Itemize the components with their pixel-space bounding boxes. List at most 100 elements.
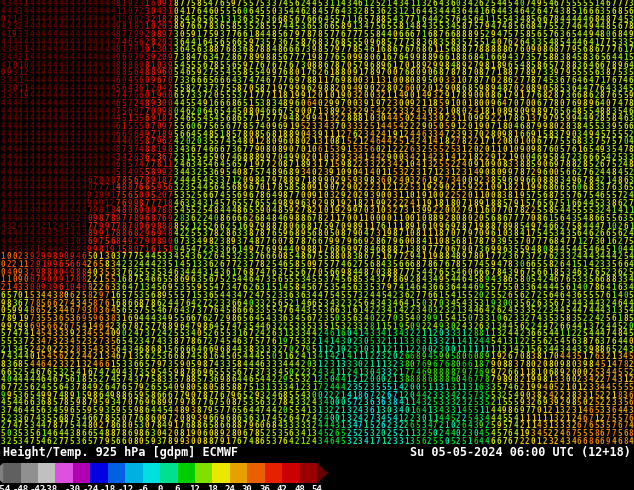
Text: 4: 4 xyxy=(295,360,299,369)
Text: 9: 9 xyxy=(531,130,536,139)
Text: 4: 4 xyxy=(629,421,633,430)
Text: 7: 7 xyxy=(260,237,264,246)
Text: 4: 4 xyxy=(323,337,328,346)
Text: 7: 7 xyxy=(392,391,397,399)
Text: 2: 2 xyxy=(485,153,489,162)
Text: 7: 7 xyxy=(306,38,311,47)
Text: 1: 1 xyxy=(566,383,570,392)
Text: 9: 9 xyxy=(467,92,472,100)
Text: 6: 6 xyxy=(271,107,276,116)
Text: 7: 7 xyxy=(225,176,230,185)
Text: 6: 6 xyxy=(548,46,553,54)
Text: 3: 3 xyxy=(301,275,305,285)
Text: 5: 5 xyxy=(404,314,409,323)
Text: 5: 5 xyxy=(612,344,616,353)
Text: 4: 4 xyxy=(185,252,190,262)
Text: 2: 2 xyxy=(98,383,103,392)
Text: 5: 5 xyxy=(531,268,536,277)
Text: 4: 4 xyxy=(588,298,593,308)
Text: 4: 4 xyxy=(29,368,34,376)
Text: 2: 2 xyxy=(514,38,518,47)
Text: 5: 5 xyxy=(208,176,212,185)
Text: 9: 9 xyxy=(47,391,51,399)
Text: 7: 7 xyxy=(116,383,120,392)
Text: 4: 4 xyxy=(301,352,305,361)
Text: 9: 9 xyxy=(150,76,155,85)
Text: 6: 6 xyxy=(519,114,524,123)
Text: 8: 8 xyxy=(450,38,455,47)
Text: 4: 4 xyxy=(93,61,98,70)
Text: 2: 2 xyxy=(531,168,536,177)
Text: 5: 5 xyxy=(577,398,581,407)
Text: 6: 6 xyxy=(179,199,184,208)
Text: 5: 5 xyxy=(473,298,478,308)
Text: 6: 6 xyxy=(150,291,155,300)
Text: 5: 5 xyxy=(249,69,253,77)
Text: 1: 1 xyxy=(629,222,633,231)
Text: 6: 6 xyxy=(156,275,161,285)
Text: 6: 6 xyxy=(594,61,599,70)
Text: 9: 9 xyxy=(162,107,167,116)
Text: 1: 1 xyxy=(410,0,415,8)
Text: 9: 9 xyxy=(312,260,316,269)
Text: 9: 9 xyxy=(12,314,16,323)
Text: 0: 0 xyxy=(162,38,167,47)
Text: 0: 0 xyxy=(318,268,322,277)
Text: 7: 7 xyxy=(301,53,305,62)
Text: 3: 3 xyxy=(525,329,529,338)
Text: 8: 8 xyxy=(600,344,605,353)
Text: 8: 8 xyxy=(605,275,611,285)
Text: 8: 8 xyxy=(295,229,299,239)
Text: 2: 2 xyxy=(415,153,420,162)
Text: 8: 8 xyxy=(139,429,143,438)
Text: 3: 3 xyxy=(254,414,259,422)
Text: 9: 9 xyxy=(525,429,529,438)
Text: 8: 8 xyxy=(439,375,443,384)
Text: 6: 6 xyxy=(202,314,207,323)
Text: 6: 6 xyxy=(422,222,426,231)
Text: 7: 7 xyxy=(277,0,282,8)
Text: 4: 4 xyxy=(387,114,391,123)
Text: 1: 1 xyxy=(110,291,115,300)
Text: 0: 0 xyxy=(93,199,98,208)
Text: 5: 5 xyxy=(485,398,489,407)
Text: 2: 2 xyxy=(168,84,172,93)
Text: 4: 4 xyxy=(554,306,559,315)
Text: 8: 8 xyxy=(174,337,178,346)
Text: 1: 1 xyxy=(329,0,333,8)
Text: 4: 4 xyxy=(288,23,294,31)
Text: 5: 5 xyxy=(202,222,207,231)
Text: 4: 4 xyxy=(231,321,236,331)
Text: 7: 7 xyxy=(612,69,616,77)
Text: 5: 5 xyxy=(577,429,581,438)
Text: 2: 2 xyxy=(352,160,357,170)
Text: 8: 8 xyxy=(208,23,212,31)
Text: 2: 2 xyxy=(410,107,415,116)
Text: 7: 7 xyxy=(254,222,259,231)
Text: 5: 5 xyxy=(243,314,247,323)
Text: 4: 4 xyxy=(618,15,622,24)
Text: 0: 0 xyxy=(519,0,524,8)
Text: 7: 7 xyxy=(618,360,622,369)
Text: 5: 5 xyxy=(594,406,599,415)
Text: 4: 4 xyxy=(81,352,86,361)
Text: 9: 9 xyxy=(93,314,98,323)
Text: 5: 5 xyxy=(162,275,167,285)
Text: 3: 3 xyxy=(127,368,132,376)
Text: 4: 4 xyxy=(81,222,86,231)
Text: 4: 4 xyxy=(70,61,74,70)
Text: 5: 5 xyxy=(514,306,518,315)
Text: 0: 0 xyxy=(548,168,553,177)
Text: 0: 0 xyxy=(346,61,351,70)
Text: 4: 4 xyxy=(35,168,40,177)
Text: 1: 1 xyxy=(514,130,518,139)
Text: 8: 8 xyxy=(456,107,460,116)
Text: 4: 4 xyxy=(6,7,11,16)
Text: 4: 4 xyxy=(577,84,581,93)
Text: 5: 5 xyxy=(502,283,507,292)
Text: 7: 7 xyxy=(381,275,385,285)
Text: 1: 1 xyxy=(150,46,155,54)
Text: 6: 6 xyxy=(283,168,288,177)
Text: 3: 3 xyxy=(352,122,357,131)
Text: 4: 4 xyxy=(243,275,247,285)
